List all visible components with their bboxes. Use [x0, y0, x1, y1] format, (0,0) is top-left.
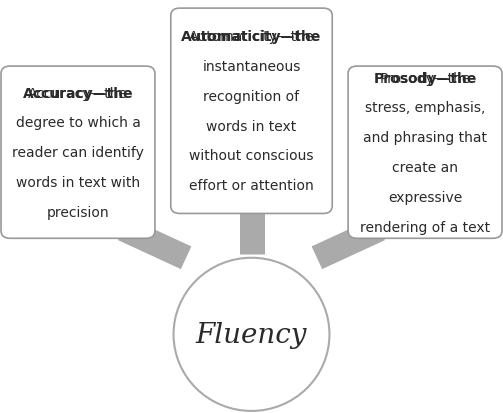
Text: Automaticity: Automaticity: [201, 30, 302, 44]
FancyBboxPatch shape: [348, 67, 502, 239]
Ellipse shape: [174, 258, 329, 411]
Text: words in text with: words in text with: [16, 176, 140, 190]
Text: Accuracy—the: Accuracy—the: [28, 86, 128, 100]
FancyBboxPatch shape: [1, 67, 155, 239]
Text: effort or attention: effort or attention: [189, 179, 314, 193]
Text: expressive: expressive: [388, 190, 462, 204]
Text: degree to which a: degree to which a: [16, 116, 140, 130]
Text: without conscious: without conscious: [189, 149, 314, 163]
Text: Automaticity—the: Automaticity—the: [181, 30, 322, 44]
Text: Automaticity—the: Automaticity—the: [189, 30, 314, 44]
Text: and phrasing that: and phrasing that: [363, 131, 487, 145]
Text: Prosody—the: Prosody—the: [379, 71, 471, 85]
Text: stress, emphasis,: stress, emphasis,: [365, 101, 485, 115]
Text: rendering of a text: rendering of a text: [360, 220, 490, 234]
Text: create an: create an: [392, 161, 458, 175]
FancyBboxPatch shape: [171, 9, 332, 214]
Text: recognition of: recognition of: [203, 90, 300, 104]
Text: Prosody: Prosody: [393, 71, 457, 85]
Text: precision: precision: [47, 205, 109, 219]
Text: reader can identify: reader can identify: [12, 146, 144, 160]
Text: words in text: words in text: [206, 119, 297, 133]
Text: Prosody—the: Prosody—the: [373, 71, 477, 85]
Text: instantaneous: instantaneous: [202, 60, 301, 74]
Text: Accuracy—the: Accuracy—the: [23, 86, 133, 100]
Text: Accuracy: Accuracy: [43, 86, 113, 100]
Text: Fluency: Fluency: [196, 321, 307, 348]
